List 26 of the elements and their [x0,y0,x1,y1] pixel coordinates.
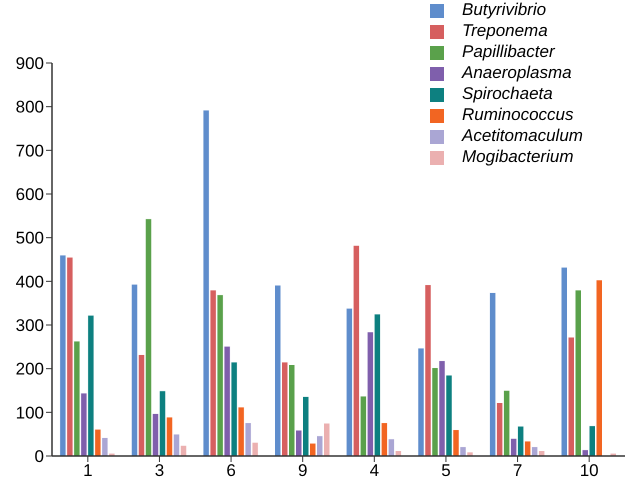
x-tick-label: 9 [298,461,308,480]
legend-label: Spirochaeta [462,84,553,103]
x-tick-label: 7 [512,461,522,480]
x-tick-label: 4 [370,461,380,480]
x-tick-label: 5 [441,461,451,480]
y-tick-label: 600 [16,185,44,204]
legend-label: Papillibacter [462,42,555,61]
y-tick-label: 700 [16,141,44,160]
legend-label: Anaeroplasma [462,63,572,82]
legend-label: Butyrivibrio [462,0,546,19]
legend-label: Acetitomaculum [462,126,583,145]
y-tick-label: 0 [34,447,44,466]
y-tick-label: 400 [16,272,44,292]
y-tick-label: 900 [16,54,44,74]
y-tick-label: 500 [16,228,44,248]
y-tick-label: 800 [16,98,44,117]
y-tick-label: 100 [16,403,44,422]
x-tick-label: 1 [83,461,93,480]
x-tick-label: 6 [226,461,236,480]
x-tick-label: 10 [580,461,599,480]
legend-label: Mogibacterium [462,147,574,166]
legend-label: Treponema [462,21,548,40]
y-tick-label: 200 [16,360,44,379]
y-tick-label: 300 [16,316,44,336]
x-tick-label: 3 [154,461,164,480]
legend-label: Ruminococcus [462,105,574,124]
